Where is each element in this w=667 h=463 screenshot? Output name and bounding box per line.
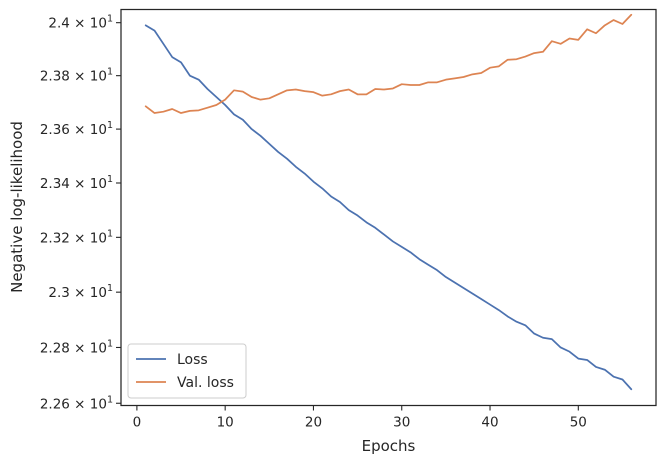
- x-tick-label: 10: [217, 415, 234, 431]
- x-axis-label: Epochs: [362, 437, 416, 455]
- series-line-loss: [144, 24, 633, 391]
- y-tick-label: 2.28 × 101: [40, 338, 113, 356]
- legend-box: [127, 343, 247, 399]
- x-tick-label: 40: [481, 415, 498, 431]
- x-tick-label: 20: [305, 415, 322, 431]
- y-tick-label: 2.3 × 101: [48, 283, 113, 301]
- y-tick-label: 2.34 × 101: [40, 174, 113, 192]
- y-tick-label: 2.38 × 101: [40, 67, 113, 85]
- x-axis: 0 10 20 30 40 50: [133, 405, 587, 431]
- y-tick-label: 2.32 × 101: [40, 228, 113, 246]
- series-line-val-loss: [144, 13, 633, 114]
- x-tick-label: 30: [393, 415, 410, 431]
- legend-label-loss: Loss: [177, 352, 208, 368]
- x-tick-label: 0: [133, 415, 142, 431]
- legend-label-val-loss: Val. loss: [177, 375, 234, 391]
- y-tick-label: 2.4 × 101: [48, 14, 113, 32]
- legend: Loss Val. loss: [127, 343, 247, 399]
- x-tick-label: 50: [570, 415, 587, 431]
- y-tick-label: 2.36 × 101: [40, 120, 113, 138]
- plot-area: [144, 13, 633, 391]
- axes-frame: [120, 8, 657, 407]
- y-axis: 2.26 × 101 2.28 × 101 2.3 × 101 2.32 × 101 2…: [40, 14, 121, 412]
- y-tick-label: 2.26 × 101: [40, 394, 113, 412]
- y-axis-label: Negative log-likelihood: [8, 121, 26, 293]
